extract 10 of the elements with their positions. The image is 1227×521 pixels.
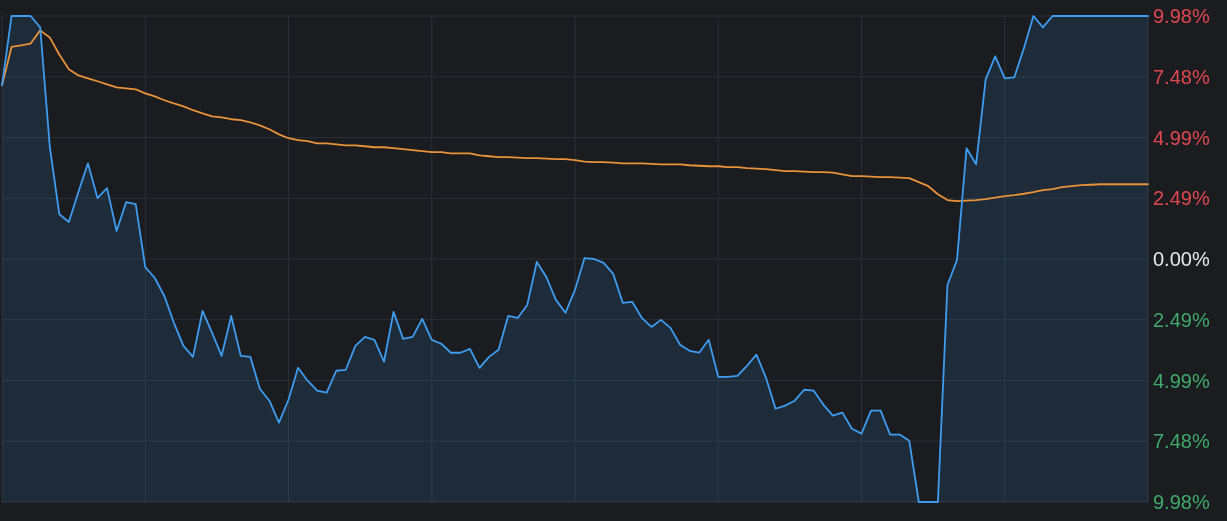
y-tick-label: 7.48% <box>1153 430 1210 453</box>
y-tick-label: 2.49% <box>1153 308 1210 331</box>
line-series <box>1 29 1149 202</box>
y-tick-label: 2.49% <box>1153 187 1210 210</box>
y-tick-label: 4.99% <box>1153 369 1210 392</box>
y-tick-label: 9.98% <box>1153 5 1210 27</box>
y-tick-label: 4.99% <box>1153 126 1210 149</box>
y-tick-label: 0.00% <box>1153 248 1210 270</box>
y-tick-label: 7.48% <box>1153 65 1210 88</box>
y-tick-label: 9.98% <box>1153 491 1210 513</box>
